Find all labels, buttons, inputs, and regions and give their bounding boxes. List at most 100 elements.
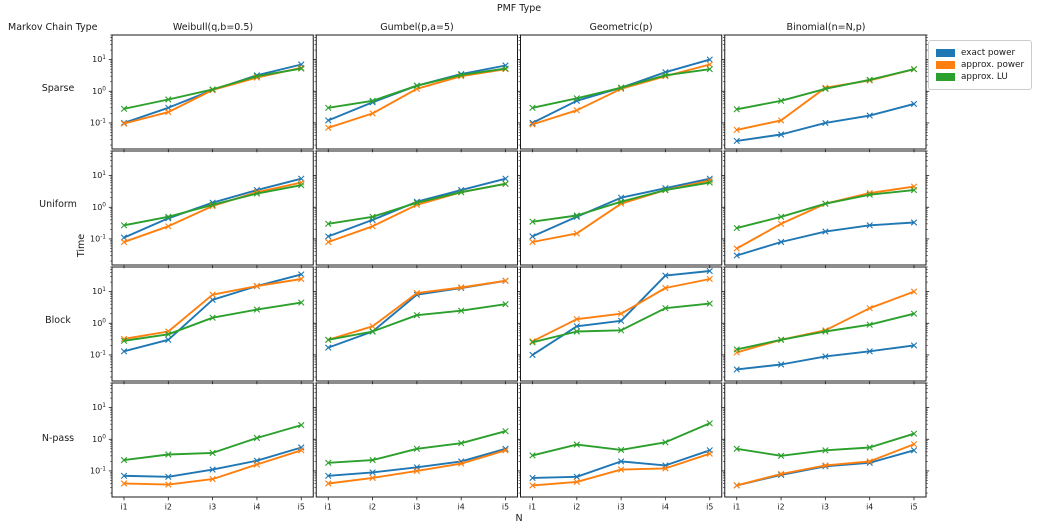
series-markers	[325, 447, 509, 487]
series-markers	[120, 271, 305, 355]
x-axis-title: N	[515, 513, 523, 524]
svg-text:100: 100	[92, 435, 106, 444]
series-markers	[325, 180, 509, 246]
series-line	[532, 302, 710, 344]
svg-text:101: 101	[92, 55, 106, 64]
series-line	[736, 221, 915, 257]
row-axis-title: Markov Chain Type	[8, 22, 98, 33]
series-markers	[325, 175, 509, 240]
row-label-block: Block	[45, 315, 71, 326]
subplot-N-pass-3: i1 i2 i3 i4 i5	[721, 382, 930, 512]
svg-text:i3: i3	[209, 503, 216, 512]
svg-text:10-1: 10-1	[90, 466, 106, 475]
svg-text:i2: i2	[165, 503, 172, 512]
column-title-gumbel: Gumbel(p,a=5)	[380, 22, 454, 33]
series-markers	[529, 275, 713, 345]
series-markers	[529, 420, 713, 459]
subplot-Uniform-2	[517, 150, 723, 269]
subplot-Block-3	[721, 266, 930, 385]
svg-text:i5: i5	[298, 503, 305, 512]
series-markers	[529, 175, 713, 240]
series-markers	[733, 66, 918, 113]
subplot-Uniform-1	[313, 150, 518, 269]
series-markers	[529, 450, 713, 489]
series-markers	[325, 428, 509, 466]
svg-text:i4: i4	[662, 503, 669, 512]
exact-power-swatch	[936, 49, 955, 57]
series-line	[328, 182, 506, 225]
svg-text:i3: i3	[618, 503, 625, 512]
series-markers	[733, 342, 918, 373]
series-line	[736, 432, 915, 457]
legend: exact power approx. power approx. LU	[928, 40, 1032, 90]
svg-text:i2: i2	[369, 503, 376, 512]
subplot-Block-0: 101 100 10-1	[90, 266, 314, 385]
svg-text:i2: i2	[777, 503, 784, 512]
series-line	[123, 66, 302, 125]
svg-text:10-1: 10-1	[90, 234, 106, 243]
series-line	[328, 279, 506, 341]
series-markers	[733, 310, 918, 353]
subplot-N-pass-1: i1 i2 i3 i4 i5	[313, 382, 518, 512]
series-line	[123, 181, 302, 243]
svg-text:10-1: 10-1	[90, 350, 106, 359]
subplot-Sparse-2	[517, 34, 723, 153]
series-markers	[529, 267, 713, 359]
series-markers	[529, 66, 713, 111]
series-line	[327, 177, 506, 238]
legend-label: approx. power	[961, 60, 1025, 70]
series-markers	[733, 430, 918, 459]
legend-item-exact-power: exact power	[936, 48, 1024, 58]
subplot-Uniform-3	[721, 150, 930, 269]
series-line	[327, 279, 506, 349]
series-markers	[733, 219, 918, 259]
series-markers	[120, 299, 305, 344]
series-line	[328, 68, 506, 129]
series-line	[123, 273, 302, 353]
series-markers	[733, 186, 918, 232]
subplot-Sparse-0: 101 100 10-1	[90, 34, 314, 153]
svg-text:100: 100	[92, 87, 106, 96]
series-markers	[120, 444, 305, 480]
row-label-npass: N-pass	[41, 433, 75, 444]
svg-text:i4: i4	[458, 503, 465, 512]
series-markers	[325, 66, 509, 131]
row-label-uniform: Uniform	[39, 199, 77, 210]
series-line	[532, 58, 711, 124]
series-line	[736, 189, 915, 230]
series-markers	[325, 301, 509, 343]
series-line	[123, 278, 302, 340]
series-line	[532, 179, 711, 243]
series-markers	[325, 65, 509, 111]
series-line	[736, 449, 915, 487]
svg-text:i1: i1	[529, 503, 536, 512]
legend-label: exact power	[961, 48, 1016, 58]
column-title-weibull: Weibull(q,b=0.5)	[172, 22, 254, 33]
subplot-Uniform-0: 101 100 10-1	[90, 150, 314, 269]
series-line	[532, 449, 711, 479]
series-line	[736, 344, 915, 371]
subplot-Sparse-3	[721, 34, 930, 153]
svg-text:101: 101	[92, 403, 106, 412]
row-label-sparse: Sparse	[41, 83, 75, 94]
svg-text:i3: i3	[413, 503, 420, 512]
svg-text:i4: i4	[866, 503, 873, 512]
subplot-N-pass-2: i1 i2 i3 i4 i5	[517, 382, 723, 512]
svg-text:101: 101	[92, 287, 106, 296]
svg-text:10-1: 10-1	[90, 118, 106, 127]
series-markers	[325, 180, 509, 227]
subplot-Block-2	[517, 266, 723, 385]
series-markers	[529, 447, 713, 482]
legend-label: approx. LU	[961, 72, 1008, 82]
svg-text:i5: i5	[502, 503, 509, 512]
series-markers	[733, 100, 918, 145]
series-line	[328, 303, 506, 341]
svg-text:i1: i1	[120, 503, 127, 512]
column-title-geometric: Geometric(p)	[589, 22, 653, 33]
figure-title: PMF Type	[496, 3, 542, 14]
series-markers	[733, 183, 918, 252]
svg-text:i5: i5	[910, 503, 917, 512]
series-line	[532, 278, 710, 343]
